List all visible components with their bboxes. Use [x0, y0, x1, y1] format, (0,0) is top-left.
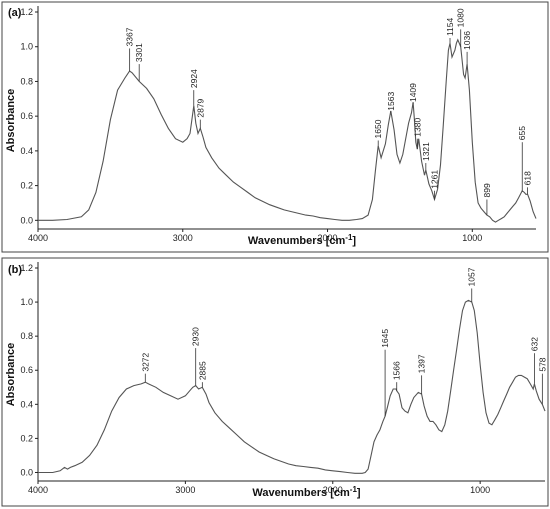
- y-tick-label: 1.0: [20, 42, 33, 52]
- y-tick-label: 1.2: [20, 7, 33, 17]
- peak-label: 1321: [421, 142, 431, 161]
- y-axis-title: Absorbance: [5, 89, 17, 153]
- peak-label: 632: [529, 337, 539, 351]
- y-tick-label: 0.2: [20, 433, 33, 443]
- peak-label: 2930: [191, 327, 201, 346]
- x-tick-label: 1000: [462, 233, 482, 243]
- spectrum-line: [38, 38, 537, 223]
- panel-frame: [1, 257, 549, 507]
- peak-label: 1036: [462, 31, 472, 50]
- panel-label: (a): [8, 7, 22, 19]
- panel-label: (b): [8, 264, 22, 276]
- peak-label: 3272: [140, 352, 150, 371]
- peak-label: 2879: [195, 98, 205, 117]
- peak-label: 1397: [417, 354, 427, 373]
- peak-label: 1057: [467, 267, 477, 286]
- peak-label: 578: [537, 357, 547, 371]
- y-axis-title: Absorbance: [5, 343, 17, 407]
- peak-label: 3301: [134, 43, 144, 62]
- x-tick-label: 2000: [318, 233, 338, 243]
- peak-label: 1154: [445, 17, 455, 36]
- y-tick-label: 0.8: [20, 76, 33, 86]
- y-tick-label: 0.4: [20, 146, 33, 156]
- panel-a-chart: (a) 0.0 0.2 0.4 0.6 0.8 1.0 1.2 4000 3000 2000 1000…: [1, 1, 549, 253]
- x-tick-label: 2000: [323, 485, 343, 495]
- x-tick-label: 4000: [28, 485, 48, 495]
- x-tick-label: 3000: [173, 233, 193, 243]
- peak-label: 1080: [456, 8, 466, 27]
- x-axis-title: Wavenumbers [cm-1]: [248, 233, 357, 247]
- y-tick-label: 0.6: [20, 111, 33, 121]
- peak-label: 1261: [430, 170, 440, 189]
- y-tick-label: 0.0: [20, 467, 33, 477]
- peak-label: 2885: [197, 361, 207, 380]
- peak-label: 1566: [392, 361, 402, 380]
- panel-b-chart: (b) 0.0 0.2 0.4 0.6 0.8 1.0 1.2 4000 3000 2000 1000…: [1, 257, 549, 507]
- peak-label: 1645: [380, 329, 390, 348]
- x-tick-label: 3000: [175, 485, 195, 495]
- y-tick-label: 0.6: [20, 365, 33, 375]
- peak-label: 3367: [125, 27, 135, 46]
- peak-label: 655: [517, 126, 527, 140]
- spectrum-line: [38, 299, 546, 474]
- y-tick-label: 1.2: [20, 263, 33, 273]
- x-tick-label: 1000: [470, 485, 490, 495]
- peak-label: 1409: [408, 83, 418, 102]
- peak-label: 899: [482, 183, 492, 197]
- peak-label: 1380: [412, 118, 422, 137]
- peak-label: 1563: [386, 92, 396, 111]
- y-tick-label: 0.8: [20, 331, 33, 341]
- peak-label: 1650: [373, 119, 383, 138]
- x-tick-label: 4000: [28, 233, 48, 243]
- y-tick-label: 0.0: [20, 215, 33, 225]
- y-tick-label: 1.0: [20, 297, 33, 307]
- peak-label: 618: [523, 171, 533, 185]
- y-tick-label: 0.4: [20, 399, 33, 409]
- y-tick-label: 0.2: [20, 181, 33, 191]
- x-axis-title: Wavenumbers [cm-1]: [252, 485, 361, 499]
- panel-frame: [1, 1, 549, 253]
- peak-label: 2924: [189, 69, 199, 88]
